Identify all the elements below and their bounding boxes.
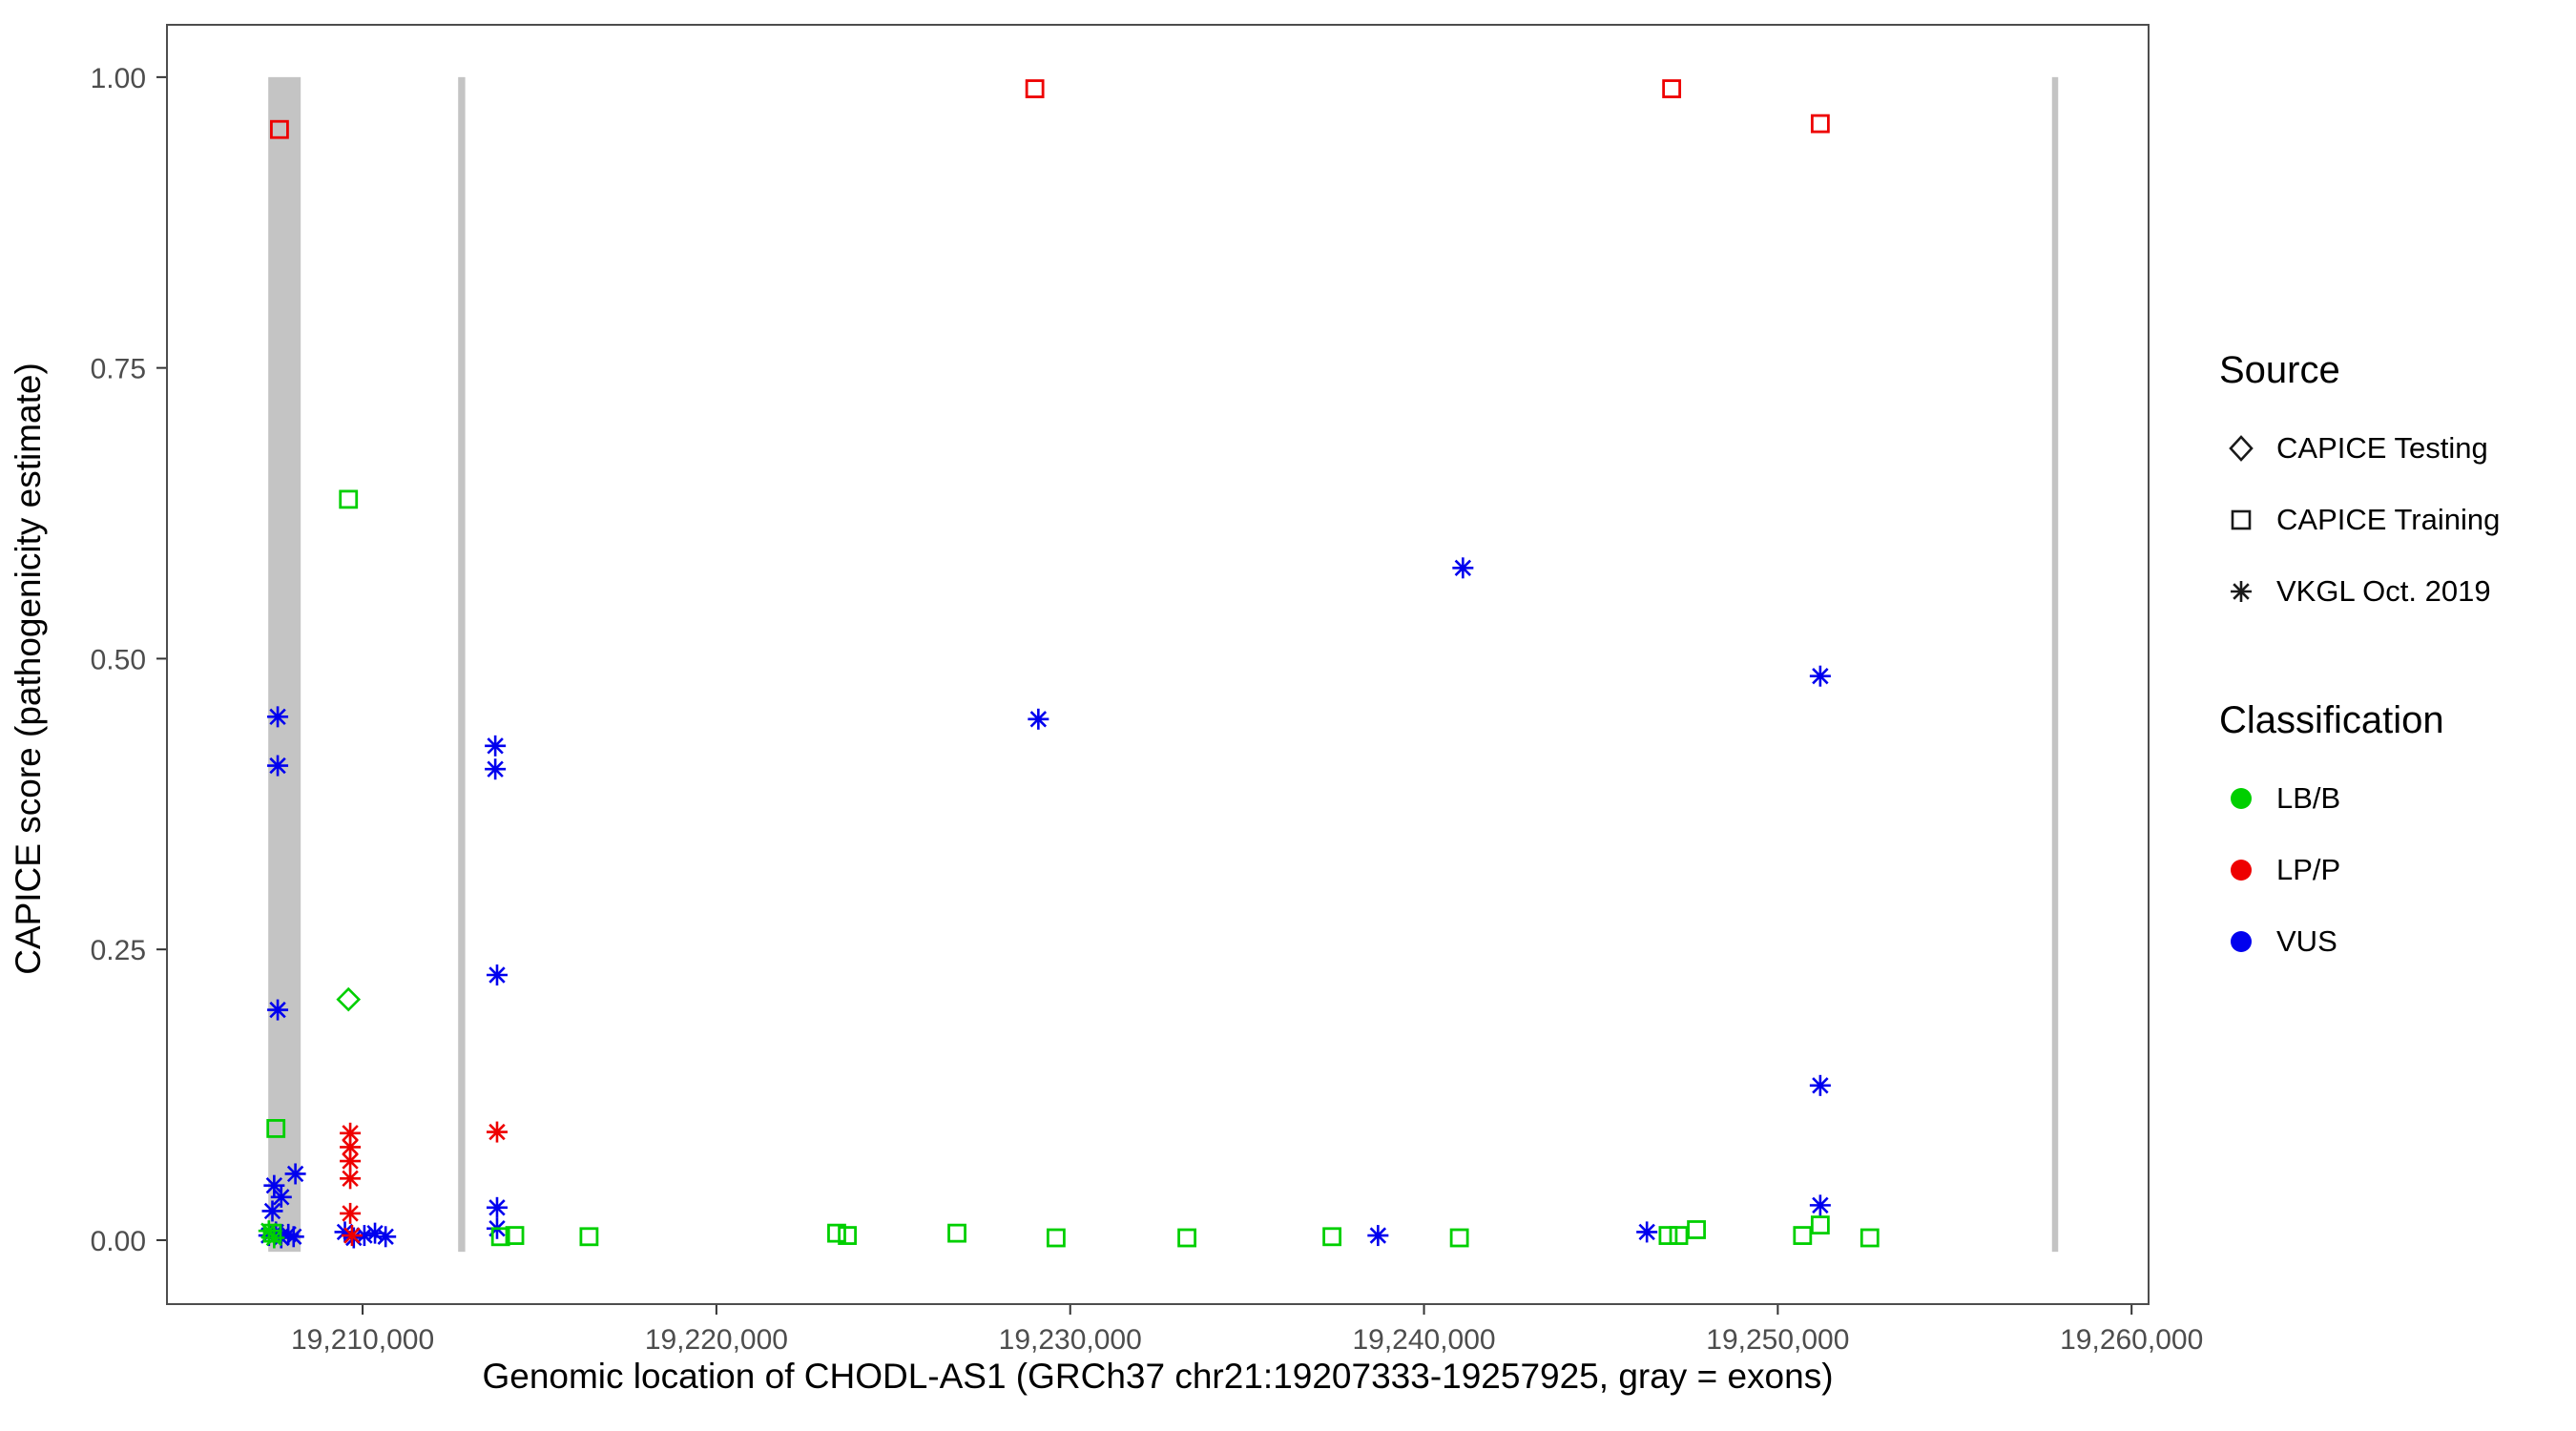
point-square-LBB (266, 1119, 286, 1138)
x-tick-label: 19,240,000 (1352, 1324, 1495, 1356)
point-asterisk-VUS (267, 706, 289, 728)
point-asterisk-VUS (1809, 1194, 1831, 1216)
point-asterisk-VUS (1809, 665, 1831, 687)
x-tick-label: 19,230,000 (999, 1324, 1142, 1356)
point-square-LPP (1025, 79, 1045, 98)
point-asterisk-VUS (263, 1174, 285, 1196)
y-tick-label: 0.50 (91, 644, 146, 675)
point-asterisk-VUS (267, 999, 289, 1021)
exon-bar (268, 76, 301, 1253)
point-asterisk-VUS (486, 1196, 508, 1218)
point-square-LBB (339, 489, 359, 509)
blue-dot-icon (2219, 920, 2263, 964)
x-tick-label: 19,210,000 (291, 1324, 434, 1356)
point-diamond-LBB (336, 986, 362, 1012)
point-square-LBB (1810, 1215, 1830, 1235)
point-square-LBB (1793, 1226, 1813, 1245)
point-asterisk-VUS (1028, 708, 1049, 730)
legend-label-vkgl: VKGL Oct. 2019 (2276, 573, 2491, 608)
point-square-LBB (1859, 1228, 1880, 1248)
panel-border (166, 24, 2150, 1305)
legend-item-vus: VUS (2219, 905, 2500, 977)
point-square-LBB (827, 1223, 846, 1243)
x-axis-title: Genomic location of CHODL-AS1 (GRCh37 ch… (482, 1357, 1834, 1396)
point-square-LBB (1449, 1228, 1469, 1248)
green-dot-icon (2219, 777, 2263, 820)
point-square-LPP (1810, 114, 1830, 134)
x-tick-label: 19,260,000 (2060, 1324, 2203, 1356)
point-asterisk-VUS (261, 1200, 283, 1222)
point-square-LBB (838, 1226, 857, 1245)
legend-title-classification: Classification (2219, 699, 2444, 741)
point-square-LBB (579, 1227, 599, 1247)
point-asterisk-VUS (1809, 1074, 1831, 1096)
point-square-LBB (1658, 1226, 1678, 1245)
point-square-LBB (262, 1223, 282, 1243)
exon-bar (2051, 76, 2059, 1253)
point-asterisk-LPP (341, 1225, 363, 1247)
legend-label-capice-testing: CAPICE Testing (2276, 430, 2488, 465)
y-tick-label: 0.75 (91, 354, 146, 385)
point-square-LPP (270, 119, 289, 139)
legend-label-lpp: LP/P (2276, 852, 2341, 886)
legend: Source CAPICE Testing CAPICE Training (2219, 351, 2500, 977)
point-asterisk-VUS (267, 755, 289, 777)
legend-item-capice-training: CAPICE Training (2219, 484, 2500, 555)
point-asterisk-VUS (485, 735, 507, 757)
exon-bar (458, 76, 466, 1253)
point-asterisk-VUS (1636, 1221, 1658, 1243)
legend-group-source: Source CAPICE Testing CAPICE Training (2219, 351, 2500, 627)
point-square-LBB (1046, 1228, 1066, 1248)
x-tick-label: 19,220,000 (645, 1324, 788, 1356)
point-asterisk-VUS (284, 1163, 306, 1185)
legend-group-classification: Classification LB/B LP/P (2219, 701, 2500, 977)
legend-title-source: Source (2219, 349, 2340, 391)
point-square-LBB (1687, 1220, 1706, 1239)
red-dot-icon (2219, 848, 2263, 892)
point-asterisk-VUS (282, 1226, 304, 1248)
point-square-LBB (1669, 1226, 1689, 1245)
diamond-icon (2219, 426, 2263, 470)
point-square-LBB (490, 1227, 510, 1247)
asterisk-icon (2219, 570, 2263, 613)
point-square-LBB (1322, 1227, 1342, 1247)
point-square-LBB (947, 1223, 966, 1243)
legend-label-lbb: LB/B (2276, 780, 2341, 815)
legend-item-lpp: LP/P (2219, 834, 2500, 905)
legend-item-vkgl: VKGL Oct. 2019 (2219, 555, 2500, 627)
point-square-LBB (505, 1226, 525, 1245)
point-asterisk-LPP (486, 1121, 508, 1143)
point-asterisk-LPP (340, 1202, 362, 1224)
point-asterisk-VUS (485, 758, 507, 780)
y-tick-label: 1.00 (91, 63, 146, 94)
square-icon (2219, 498, 2263, 542)
y-tick-label: 0.00 (91, 1226, 146, 1257)
legend-item-lbb: LB/B (2219, 762, 2500, 834)
legend-label-capice-training: CAPICE Training (2276, 502, 2501, 536)
point-asterisk-VUS (1367, 1225, 1389, 1247)
y-tick-label: 0.25 (91, 935, 146, 966)
point-square-LBB (1177, 1228, 1196, 1248)
point-asterisk-VUS (486, 964, 508, 985)
x-tick-label: 19,250,000 (1706, 1324, 1849, 1356)
point-asterisk-VUS (1452, 557, 1474, 579)
point-asterisk-VUS (270, 1186, 292, 1208)
point-asterisk-LPP (340, 1168, 362, 1190)
legend-item-capice-testing: CAPICE Testing (2219, 412, 2500, 484)
legend-label-vus: VUS (2276, 923, 2337, 958)
point-square-LPP (1662, 79, 1682, 98)
y-axis-title: CAPICE score (pathogenicity estimate) (9, 363, 48, 975)
point-asterisk-VUS (375, 1226, 397, 1248)
